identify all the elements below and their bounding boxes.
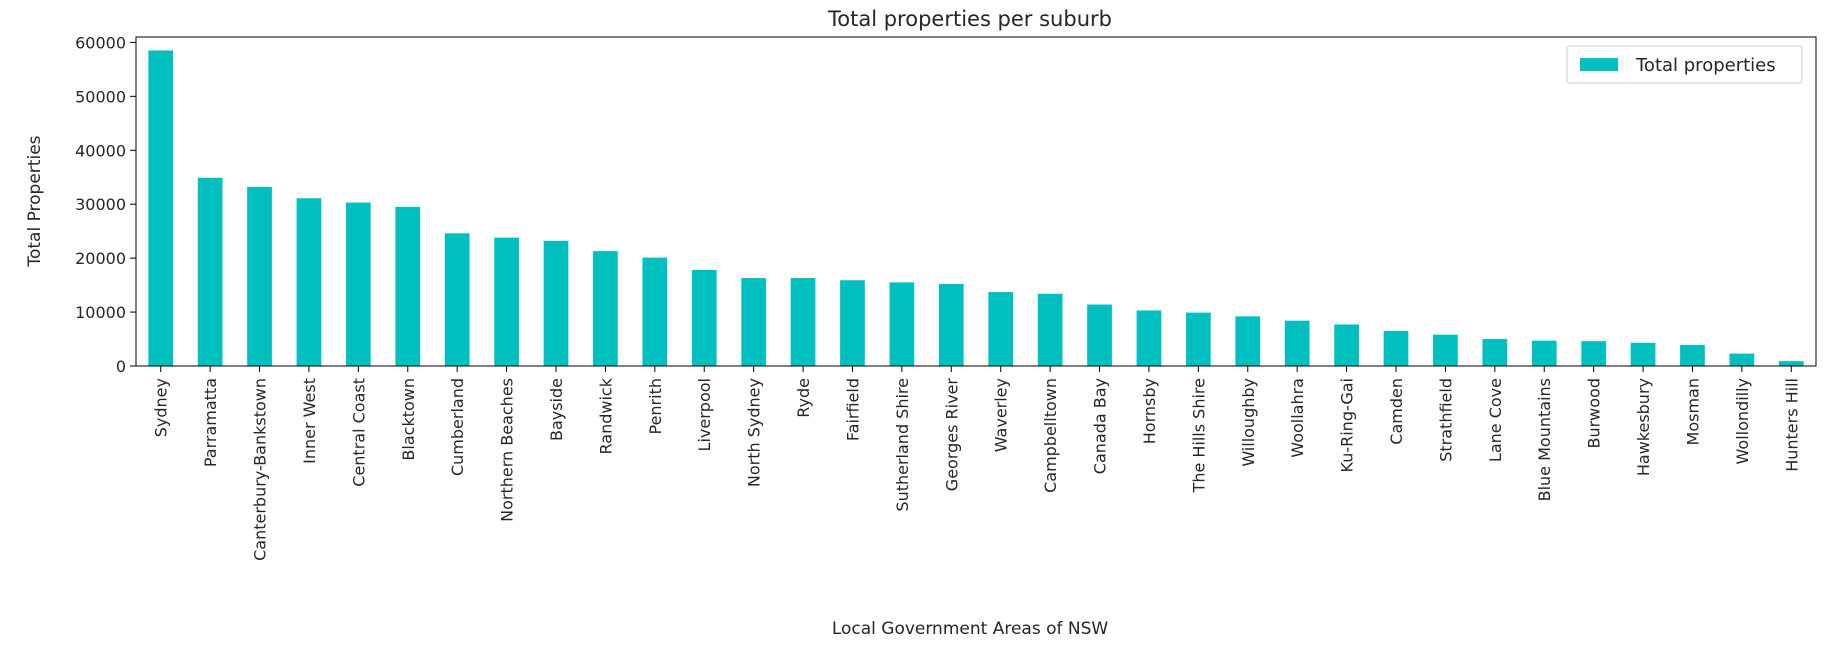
y-tick-label: 60000 <box>75 33 126 52</box>
x-axis: Sydney Parramatta Canterbury-Bankstown Inne… <box>152 366 1801 561</box>
bar-ku-ring-gai <box>1334 324 1359 366</box>
chart-title: Total properties per suburb <box>827 7 1112 31</box>
bar-hunters-hill <box>1778 361 1804 366</box>
bar-sydney <box>148 50 174 366</box>
x-tick-label: Hawkesbury <box>1634 378 1653 476</box>
legend: Total properties <box>1566 45 1803 84</box>
bar-sutherland-shire <box>889 282 915 366</box>
bar-blacktown <box>395 206 421 366</box>
x-tick-label: Liverpool <box>695 378 714 451</box>
bar-blue-mountains <box>1531 340 1557 366</box>
bar-inner-west <box>296 198 322 366</box>
x-tick-label: Woollahra <box>1288 378 1307 458</box>
x-axis-label: Local Government Areas of NSW <box>832 619 1109 639</box>
legend-box <box>1566 45 1803 84</box>
x-tick-label: Northern Beaches <box>498 378 517 522</box>
y-axis-label: Total Properties <box>25 135 45 267</box>
bar-lane-cove <box>1482 339 1508 366</box>
bar-wollondilly <box>1729 353 1755 366</box>
bar-camden <box>1383 330 1409 366</box>
x-tick-label: Camden <box>1387 378 1406 445</box>
x-tick-label: Ryde <box>794 378 813 418</box>
bar-canterbury-bankstown <box>247 186 272 366</box>
x-tick-label: Campbelltown <box>1041 378 1060 493</box>
x-tick-label: Mosman <box>1683 378 1702 445</box>
y-axis: 0 10000 20000 30000 40000 50000 60000 <box>75 33 136 376</box>
x-tick-label: Ku-Ring-Gai <box>1338 378 1357 472</box>
x-tick-label: Inner West <box>300 378 319 464</box>
x-tick-label: Cumberland <box>448 378 467 476</box>
bar-randwick <box>593 251 618 366</box>
x-tick-label: Bayside <box>547 378 566 441</box>
bar-mosman <box>1680 344 1705 366</box>
x-tick-label: Sydney <box>152 378 171 437</box>
bar-burwood <box>1581 341 1606 366</box>
bar-north-sydney <box>741 278 766 366</box>
x-tick-label: Parramatta <box>201 378 220 467</box>
bar-ryde <box>790 278 816 366</box>
legend-swatch <box>1580 58 1618 71</box>
y-tick-label: 40000 <box>75 141 126 160</box>
bar-parramatta <box>197 177 223 366</box>
y-tick-label: 0 <box>116 357 126 376</box>
x-tick-label: Waverley <box>992 378 1011 452</box>
y-tick-label: 50000 <box>75 87 126 106</box>
bar-strathfield <box>1433 334 1458 366</box>
bars-group <box>148 50 1804 366</box>
x-tick-label: Randwick <box>596 377 615 454</box>
bar-georges-river <box>938 284 964 366</box>
y-tick-label: 20000 <box>75 249 126 268</box>
bar-fairfield <box>840 280 865 366</box>
x-tick-label: Penrith <box>646 378 665 435</box>
x-tick-label: Hunters Hill <box>1782 378 1801 472</box>
x-tick-label: Canada Bay <box>1091 378 1110 474</box>
y-tick-label: 30000 <box>75 195 126 214</box>
x-tick-label: Willoughby <box>1239 378 1258 467</box>
x-tick-label: Hornsby <box>1140 378 1159 444</box>
bar-liverpool <box>691 269 717 366</box>
x-tick-label: Lane Cove <box>1486 378 1505 462</box>
x-tick-label: Blue Mountains <box>1535 378 1554 501</box>
bar-campbelltown <box>1037 293 1063 366</box>
bar-waverley <box>988 292 1014 366</box>
y-tick-label: 10000 <box>75 303 126 322</box>
bar-hawkesbury <box>1630 342 1656 366</box>
x-tick-label: Fairfield <box>843 378 862 441</box>
legend-label: Total properties <box>1635 55 1776 76</box>
bar-the-hills-shire <box>1186 312 1211 366</box>
bar-willoughby <box>1235 316 1261 366</box>
x-tick-label: Central Coast <box>349 378 368 487</box>
bar-central-coast <box>346 202 371 366</box>
x-tick-label: Canterbury-Bankstown <box>251 378 270 561</box>
bar-northern-beaches <box>494 237 519 366</box>
x-tick-label: Sutherland Shire <box>893 378 912 512</box>
bar-penrith <box>642 257 668 366</box>
bar-cumberland <box>444 233 470 366</box>
x-tick-label: Burwood <box>1585 378 1604 449</box>
x-tick-label: The Hills Shire <box>1189 378 1208 493</box>
x-tick-label: North Sydney <box>745 378 764 487</box>
x-tick-label: Blacktown <box>399 378 418 461</box>
plot-frame <box>135 36 1817 367</box>
x-tick-label: Strathfield <box>1436 378 1455 462</box>
x-tick-label: Wollondilly <box>1733 378 1752 464</box>
bar-bayside <box>543 240 569 366</box>
bar-canada-bay <box>1087 304 1112 366</box>
bar-hornsby <box>1136 310 1162 366</box>
x-tick-label: Georges River <box>942 378 961 492</box>
bar-woollahra <box>1284 320 1310 366</box>
